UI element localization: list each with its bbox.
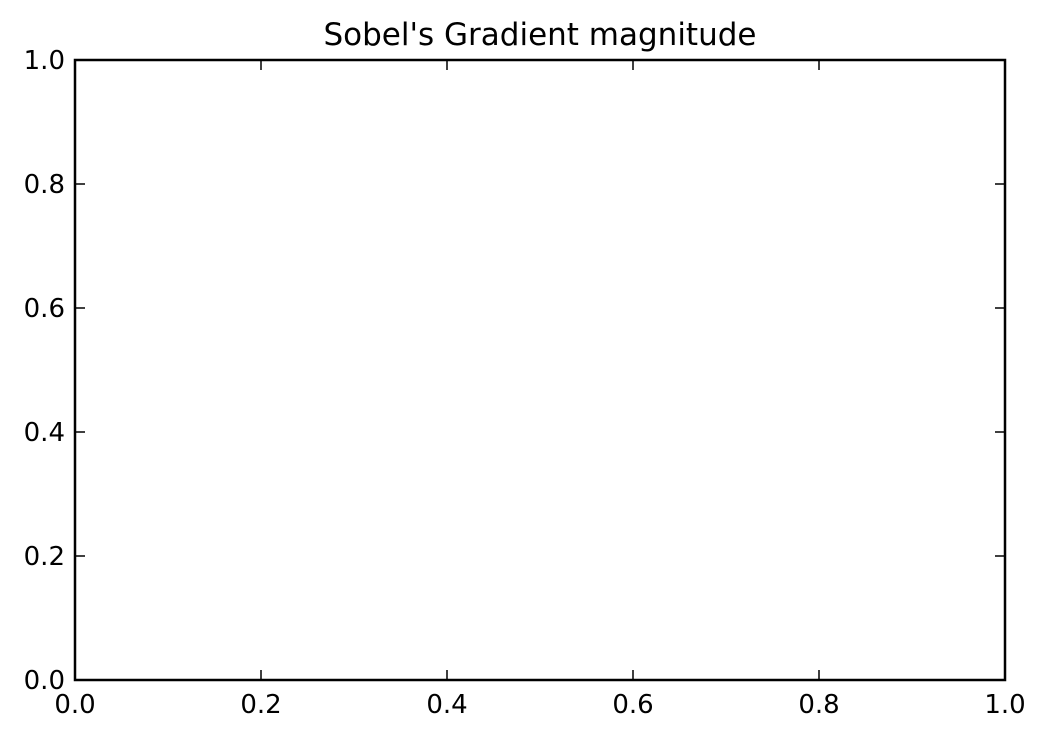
x-tick-label: 1.0 <box>984 690 1025 720</box>
plot-area <box>73 58 1007 682</box>
y-tick-label: 0.6 <box>24 294 65 324</box>
x-tick-label: 0.6 <box>612 690 653 720</box>
y-tick-label: 0.4 <box>24 418 65 448</box>
y-axis: 0.0 0.2 0.4 0.6 0.8 1.0 <box>24 46 1005 696</box>
y-tick-label: 0.8 <box>24 170 65 200</box>
x-tick-label: 0.2 <box>240 690 281 720</box>
y-tick-label: 0.2 <box>24 542 65 572</box>
y-tick-label: 1.0 <box>24 46 65 76</box>
x-tick-label: 0.8 <box>798 690 839 720</box>
x-axis: 0.0 0.2 0.4 0.6 0.8 1.0 <box>54 60 1026 720</box>
chart-title: Sobel's Gradient magnitude <box>323 17 756 53</box>
x-tick-label: 0.4 <box>426 690 467 720</box>
x-tick-label: 0.0 <box>54 690 95 720</box>
y-tick-label: 0.0 <box>24 666 65 696</box>
